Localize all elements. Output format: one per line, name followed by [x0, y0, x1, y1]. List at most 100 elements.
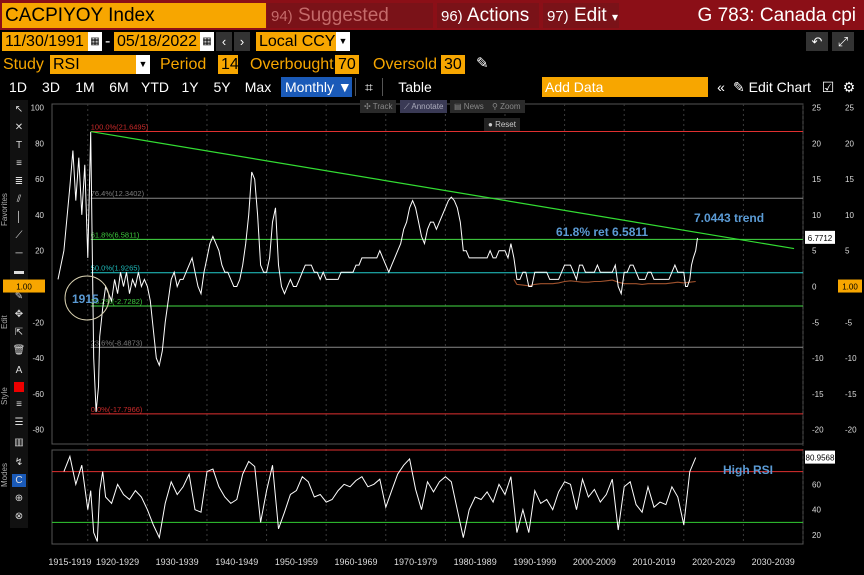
edit-button[interactable]: 97) Edit ▾: [543, 3, 619, 28]
line-style-icon[interactable]: ≡: [16, 399, 22, 410]
far-right-y-tick-label: 25: [845, 104, 854, 113]
fib-level-label: 61.8%(6.5811): [91, 230, 140, 239]
cursor-mode-icon[interactable]: C: [12, 474, 26, 487]
tf-max[interactable]: Max: [244, 79, 272, 95]
tf-1m[interactable]: 1M: [75, 79, 95, 95]
separator: [382, 78, 383, 96]
pan-mode-icon[interactable]: ↯: [14, 457, 24, 468]
currency-dropdown-icon[interactable]: ▼: [336, 32, 350, 51]
rsi-panel-frame: [51, 449, 804, 545]
tf-3d[interactable]: 3D: [42, 79, 60, 95]
tf-1y[interactable]: 1Y: [181, 79, 199, 95]
text-tool-icon[interactable]: T: [15, 140, 23, 151]
calendar-start-icon[interactable]: ▦: [88, 32, 102, 51]
pencil-icon[interactable]: ✎: [476, 55, 489, 72]
news-icon: ▤: [454, 102, 462, 111]
right-y-tick-label: 25: [812, 104, 821, 113]
tf-1d[interactable]: 1D: [9, 79, 27, 95]
collapse-icon[interactable]: «: [717, 79, 725, 95]
far-right-y-tick-label: 5: [845, 247, 850, 256]
right-y-tick-label: 20: [812, 139, 821, 148]
move-icon[interactable]: ✥: [14, 309, 24, 320]
add-data-input[interactable]: Add Data: [542, 77, 708, 97]
levels-tool-icon[interactable]: ≣: [14, 176, 24, 187]
horizontal-line-icon[interactable]: ─: [15, 248, 23, 259]
currency-select[interactable]: Local CCY: [256, 32, 336, 51]
next-range-icon[interactable]: ›: [234, 32, 250, 51]
period-select[interactable]: Monthly ▼: [281, 77, 352, 97]
reset-button[interactable]: ● Reset: [484, 118, 520, 131]
settings-gear-icon[interactable]: ⚙: [842, 79, 856, 95]
left-y-tick-label: 80: [35, 139, 44, 148]
text-style-icon[interactable]: A: [15, 365, 23, 376]
rsi-y-tick-label: 40: [812, 506, 821, 515]
line-width-icon[interactable]: ☰: [14, 417, 24, 428]
trendline-tool-icon[interactable]: ⟋: [15, 230, 23, 241]
line-chart-icon[interactable]: ⌗: [365, 79, 373, 95]
period-field[interactable]: 14: [218, 55, 239, 74]
checkbox-icon[interactable]: ☑: [821, 79, 835, 95]
tf-6m[interactable]: 6M: [109, 79, 129, 95]
study-label: Study: [3, 56, 44, 73]
calendar-end-icon[interactable]: ▦: [200, 32, 214, 51]
track-button[interactable]: ✣ Track: [360, 100, 397, 113]
table-button[interactable]: Table: [398, 79, 432, 95]
rsi-y-tick-label: 20: [812, 531, 821, 540]
bar-mode-icon[interactable]: ▥: [14, 437, 24, 448]
rsi-last-value-box: [805, 450, 835, 464]
tf-5y[interactable]: 5Y: [213, 79, 231, 95]
news-button[interactable]: ▤ News: [450, 100, 488, 113]
ticker-field[interactable]: CACPIYOY Index: [2, 3, 266, 28]
far-right-y-tick-label: 10: [845, 211, 854, 220]
left-y-tick-label: -20: [32, 318, 44, 327]
annotate-label: Annotate: [411, 102, 444, 111]
news-label: News: [463, 102, 484, 111]
ruler-icon[interactable]: ▬: [14, 266, 24, 277]
fib-tool-icon[interactable]: ≡: [16, 158, 22, 169]
x-tick-label: 1915-1919: [48, 557, 91, 567]
zoom-label: Zoom: [500, 102, 521, 111]
snap-mode-icon[interactable]: ⊕: [14, 493, 24, 504]
actions-button[interactable]: 96) Actions ▾: [437, 3, 539, 50]
channel-tool-icon[interactable]: ⫽: [16, 194, 22, 205]
crosshair-icon[interactable]: ✕: [14, 122, 24, 133]
select-icon[interactable]: ⇱: [14, 327, 24, 338]
suggested-charts-button[interactable]: 94) Suggested Charts: [267, 3, 433, 52]
delete-icon[interactable]: 🗑: [12, 345, 26, 356]
x-tick-label: 1930-1939: [156, 557, 199, 567]
annotate-button[interactable]: ⟋ Annotate: [400, 100, 448, 113]
trend-annotation: 7.0443 trend: [694, 211, 764, 225]
fib-level-label: 38.2%(-2.7282): [91, 297, 143, 306]
end-date-field[interactable]: 05/18/2022: [114, 32, 200, 51]
vertical-line-icon[interactable]: │: [15, 212, 23, 223]
pencil-tool-icon[interactable]: ✎: [14, 291, 24, 302]
right-y-tick-label: 15: [812, 175, 821, 184]
chart-svg[interactable]: 1915-1919 1920-1929 1930-1939 1940-1949 1950…: [0, 98, 864, 575]
cursor-icon[interactable]: ↖: [14, 104, 24, 115]
left-y-tick-label: 20: [35, 247, 44, 256]
start-date-field[interactable]: 11/30/1991: [2, 32, 88, 51]
edit-chevron-icon: ▾: [612, 10, 619, 24]
track-icon: ✣: [364, 102, 371, 111]
left-y-tick-label: -60: [32, 390, 44, 399]
study-select[interactable]: RSI: [50, 55, 136, 74]
zoom-out-icon[interactable]: ⤢: [832, 32, 854, 51]
right-y-tick-label: -20: [812, 426, 824, 435]
far-right-y-tick-label: 20: [845, 139, 854, 148]
lock-mode-icon[interactable]: ⊗: [14, 511, 24, 522]
color-swatch-icon[interactable]: [14, 382, 24, 392]
oversold-field[interactable]: 30: [441, 55, 465, 74]
far-right-y-tick-label: -10: [845, 354, 857, 363]
prev-range-icon[interactable]: ‹: [216, 32, 232, 51]
undo-icon[interactable]: ↶: [806, 32, 828, 51]
x-tick-label: 1960-1969: [334, 557, 377, 567]
actions-num: 96): [441, 8, 463, 25]
zoom-button[interactable]: ⚲ Zoom: [488, 100, 525, 113]
period-label: Period: [160, 56, 207, 73]
tf-ytd[interactable]: YTD: [141, 79, 169, 95]
overbought-field[interactable]: 70: [335, 55, 359, 74]
track-label: Track: [372, 102, 393, 111]
edit-chart-button[interactable]: ✎ Edit Chart: [733, 77, 817, 97]
study-dropdown-icon[interactable]: ▼: [136, 55, 150, 74]
secondary-series-line: [513, 279, 696, 287]
